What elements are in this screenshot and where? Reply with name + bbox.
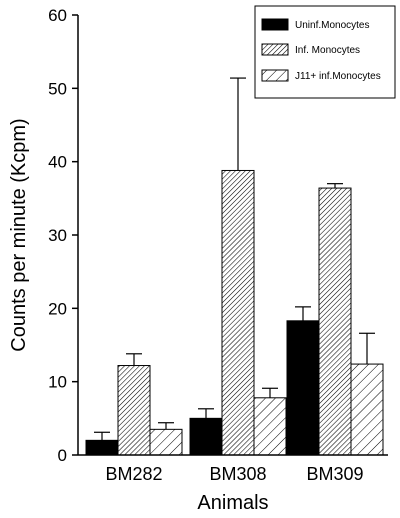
bar (318, 187, 352, 456)
x-tick-label: BM282 (105, 464, 162, 484)
bar (117, 365, 151, 456)
y-tick-label: 20 (48, 299, 67, 318)
legend: Uninf.Monocytes Inf. Monocytes J11+ inf.… (254, 5, 396, 99)
y-tick-label: 60 (48, 6, 67, 25)
y-tick-label: 0 (58, 446, 67, 465)
legend-swatch-uninf (261, 18, 289, 31)
y-tick-label: 30 (48, 226, 67, 245)
x-tick-label: BM309 (306, 464, 363, 484)
bar (350, 363, 384, 456)
legend-swatch-j11 (261, 69, 289, 82)
y-axis-title: Counts per minute (Kcpm) (8, 118, 30, 351)
plot-area (85, 77, 384, 456)
bar (286, 320, 320, 456)
bar (221, 169, 255, 456)
legend-swatch-inf (261, 43, 289, 56)
x-tick-label: BM308 (209, 464, 266, 484)
bar (85, 439, 119, 456)
y-tick-label: 10 (48, 373, 67, 392)
bar (149, 428, 183, 456)
bar (253, 397, 287, 456)
legend-label-inf: Inf. Monocytes (295, 45, 360, 56)
y-tick-label: 40 (48, 153, 67, 172)
y-tick-label: 50 (48, 79, 67, 98)
x-axis-title: Animals (197, 492, 268, 514)
legend-label-uninf: Uninf.Monocytes (295, 20, 369, 31)
legend-label-j11: J11+ inf.Monocytes (295, 71, 381, 82)
bar (189, 417, 223, 456)
